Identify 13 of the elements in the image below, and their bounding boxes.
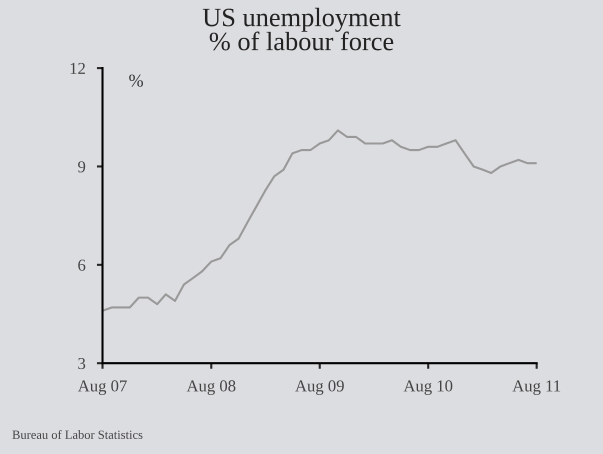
y-axis-title: % — [129, 74, 143, 87]
y-tick-label: 3 — [78, 358, 86, 370]
text: Bureau of Labor Statistics — [12, 430, 142, 439]
x-tick-label: Aug 07 — [78, 380, 127, 395]
x-tick-label: Aug 11 — [512, 380, 560, 395]
x-tick-label: Aug 10 — [404, 380, 452, 395]
line-series — [102, 129, 537, 312]
x-tick-label: Aug 08 — [186, 380, 236, 395]
y-tick-label: 12 — [70, 62, 85, 74]
y-tick-label: 6 — [78, 260, 86, 271]
chart-title: US unemployment % of labour force — [202, 8, 401, 50]
y-tick-label: 9 — [78, 161, 86, 172]
x-tick-label: Aug 09 — [295, 380, 344, 395]
